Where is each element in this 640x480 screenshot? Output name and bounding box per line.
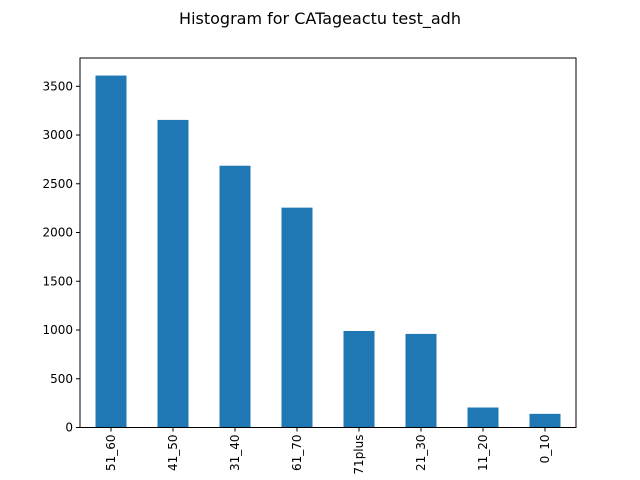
bar-61_70 <box>281 207 313 428</box>
x-tick-label-31_40: 31_40 <box>228 435 242 472</box>
y-tick-label-2000: 2000 <box>42 226 73 240</box>
y-tick-label-1500: 1500 <box>42 274 73 288</box>
y-tick-label-1000: 1000 <box>42 323 73 337</box>
y-tick-label-500: 500 <box>50 372 73 386</box>
x-tick-label-11_20: 11_20 <box>476 435 490 472</box>
bar-0_10 <box>529 413 561 428</box>
y-tick-label-3000: 3000 <box>42 128 73 142</box>
x-axis: 51_60 41_50 31_40 61_70 71plus 21_30 11_20 0_10 <box>104 427 552 475</box>
x-tick-label-61_70: 61_70 <box>290 435 304 472</box>
bar-71plus <box>343 330 375 428</box>
y-tick-label-3500: 3500 <box>42 79 73 93</box>
y-tick-label-2500: 2500 <box>42 177 73 191</box>
x-tick-label-21_30: 21_30 <box>414 435 428 472</box>
y-tick-label-0: 0 <box>65 421 73 435</box>
x-tick-label-51_60: 51_60 <box>104 435 118 472</box>
bar-11_20 <box>467 407 499 428</box>
bar-41_50 <box>157 119 189 428</box>
bar-51_60 <box>95 75 127 428</box>
x-tick-label-71plus: 71plus <box>352 435 366 475</box>
bar-21_30 <box>405 333 437 428</box>
x-tick-label-41_50: 41_50 <box>166 435 180 472</box>
chart-title: Histogram for CATageactu test_adh <box>179 9 461 29</box>
bars-group <box>95 75 561 428</box>
plot-frame <box>79 57 577 428</box>
y-axis: 0 500 1000 1500 2000 2500 3000 3500 <box>42 79 80 435</box>
bar-31_40 <box>219 165 251 428</box>
x-tick-label-0_10: 0_10 <box>538 435 552 464</box>
